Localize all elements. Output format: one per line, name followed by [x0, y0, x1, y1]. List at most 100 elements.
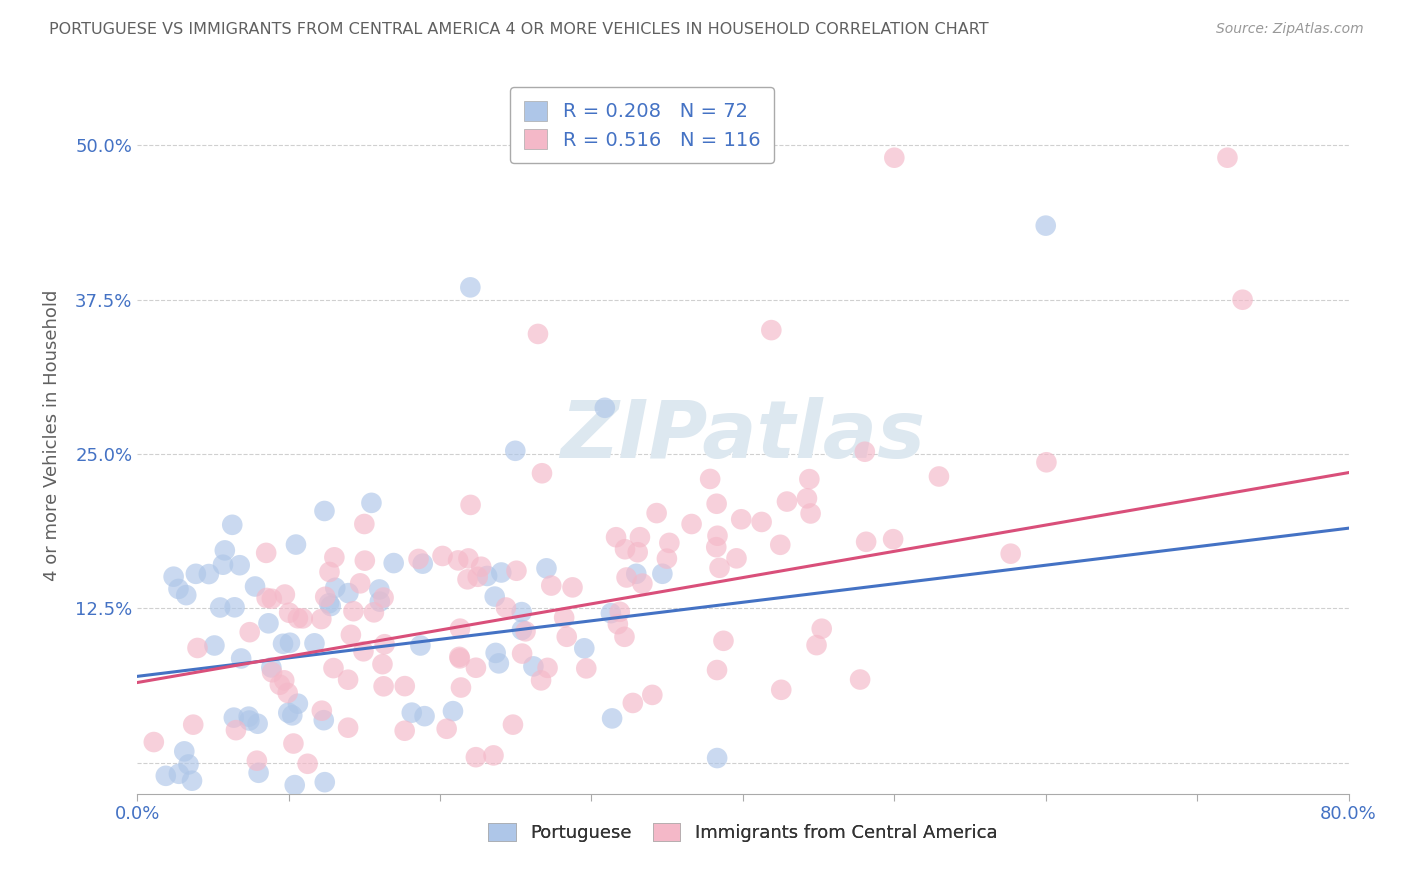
Point	[484, 590, 506, 604]
Point	[285, 538, 308, 552]
Point	[167, 582, 190, 596]
Point	[214, 543, 236, 558]
Point	[318, 596, 340, 610]
Point	[186, 640, 208, 655]
Point	[609, 605, 631, 619]
Point	[222, 711, 245, 725]
Point	[540, 578, 562, 592]
Point	[181, 717, 204, 731]
Point	[319, 599, 342, 613]
Point	[238, 714, 260, 728]
Point	[401, 706, 423, 720]
Point	[174, 588, 197, 602]
Point	[373, 679, 395, 693]
Point	[561, 580, 583, 594]
Point	[363, 605, 385, 619]
Point	[256, 591, 278, 605]
Point	[277, 686, 299, 700]
Point	[536, 661, 558, 675]
Point	[155, 769, 177, 783]
Point	[651, 566, 673, 581]
Point	[323, 581, 346, 595]
Point	[260, 591, 283, 606]
Point	[181, 773, 204, 788]
Point	[353, 644, 375, 658]
Point	[730, 512, 752, 526]
Point	[274, 588, 297, 602]
Point	[796, 491, 818, 506]
Point	[273, 673, 295, 688]
Point	[254, 546, 277, 560]
Point	[776, 494, 799, 508]
Point	[928, 469, 950, 483]
Point	[681, 516, 703, 531]
Point	[368, 582, 391, 597]
Point	[449, 651, 471, 665]
Y-axis label: 4 or more Vehicles in Household: 4 or more Vehicles in Household	[44, 290, 60, 582]
Point	[706, 529, 728, 543]
Point	[460, 498, 482, 512]
Point	[449, 649, 471, 664]
Point	[1035, 219, 1057, 233]
Point	[278, 606, 301, 620]
Point	[751, 515, 773, 529]
Point	[212, 558, 235, 572]
Point	[173, 744, 195, 758]
Point	[1035, 455, 1057, 469]
Point	[593, 401, 616, 415]
Point	[530, 673, 553, 688]
Point	[281, 708, 304, 723]
Point	[337, 586, 360, 600]
Point	[314, 590, 336, 604]
Point	[510, 623, 533, 637]
Point	[260, 660, 283, 674]
Point	[882, 532, 904, 546]
Point	[432, 549, 454, 563]
Point	[441, 704, 464, 718]
Point	[311, 612, 333, 626]
Point	[409, 639, 432, 653]
Point	[853, 444, 876, 458]
Point	[246, 754, 269, 768]
Point	[470, 559, 492, 574]
Point	[883, 151, 905, 165]
Point	[621, 696, 644, 710]
Legend: Portuguese, Immigrants from Central America: Portuguese, Immigrants from Central Amer…	[481, 815, 1004, 849]
Point	[575, 661, 598, 675]
Point	[574, 641, 596, 656]
Point	[371, 657, 394, 672]
Point	[1000, 547, 1022, 561]
Point	[614, 542, 637, 557]
Point	[631, 576, 654, 591]
Point	[394, 723, 416, 738]
Point	[645, 506, 668, 520]
Point	[605, 530, 627, 544]
Point	[167, 766, 190, 780]
Point	[465, 661, 488, 675]
Point	[761, 323, 783, 337]
Point	[209, 600, 232, 615]
Point	[292, 809, 315, 823]
Point	[530, 467, 553, 481]
Point	[510, 647, 533, 661]
Point	[278, 636, 301, 650]
Point	[159, 818, 181, 832]
Point	[713, 633, 735, 648]
Point	[277, 706, 299, 720]
Point	[769, 538, 792, 552]
Point	[600, 711, 623, 725]
Point	[284, 778, 307, 792]
Point	[243, 579, 266, 593]
Point	[449, 622, 471, 636]
Point	[314, 504, 336, 518]
Point	[1216, 151, 1239, 165]
Point	[515, 624, 537, 639]
Point	[337, 673, 360, 687]
Point	[304, 636, 326, 650]
Point	[177, 757, 200, 772]
Point	[246, 716, 269, 731]
Point	[655, 551, 678, 566]
Point	[323, 550, 346, 565]
Point	[312, 713, 335, 727]
Point	[770, 682, 793, 697]
